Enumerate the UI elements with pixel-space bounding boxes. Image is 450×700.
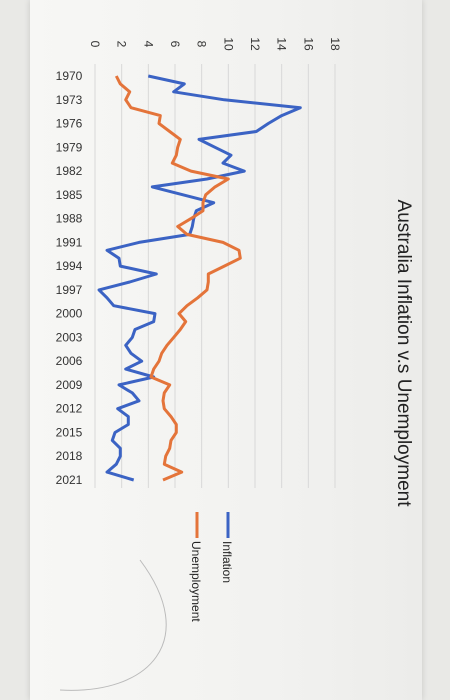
legend: Inflation Unemployment [189,512,234,622]
x-tick-label: 1997 [56,283,83,297]
curved-line-decoration [59,559,167,691]
y-tick-label: 12 [248,37,262,51]
y-tick-label: 16 [301,37,315,51]
legend-label-unemployment: Unemployment [189,541,203,622]
series-line-inflation [97,74,302,482]
y-axis-ticks: 0 2 4 6 8 10 12 14 16 18 [88,37,342,51]
x-tick-label: 2015 [56,425,83,439]
x-tick-label: 2006 [56,354,83,368]
x-tick-label: 1976 [56,117,83,131]
x-tick-label: 2000 [56,307,83,321]
x-tick-label: 2021 [56,473,83,487]
x-tick-label: 1991 [56,235,83,249]
y-tick-label: 14 [275,37,289,51]
y-tick-label: 8 [195,41,209,48]
y-tick-label: 6 [168,41,182,48]
x-tick-label: 1979 [56,140,83,154]
x-tick-label: 1985 [56,188,83,202]
series-lines [97,74,302,482]
x-tick-label: 1988 [56,212,83,226]
x-tick-label: 1994 [56,259,83,273]
x-tick-label: 2012 [56,402,83,416]
legend-label-inflation: Inflation [220,541,234,583]
series-line-unemployment [114,75,242,482]
x-tick-label: 2009 [56,378,83,392]
y-tick-label: 18 [328,37,342,51]
x-tick-label: 2003 [56,330,83,344]
x-tick-label: 1970 [56,69,83,83]
y-tick-label: 4 [141,41,155,48]
chart-title: Australia Inflation v.s Unemployment [393,200,414,508]
gridlines [94,64,336,488]
x-axis-ticks: 1970 1973 1976 1979 1982 1985 1988 1991 1994 1997… [56,69,83,487]
y-tick-label: 0 [88,41,102,48]
x-tick-label: 2018 [56,449,83,463]
y-tick-label: 2 [115,41,129,48]
x-tick-label: 1982 [56,164,83,178]
y-tick-label: 10 [221,37,235,51]
x-tick-label: 1973 [56,93,83,107]
